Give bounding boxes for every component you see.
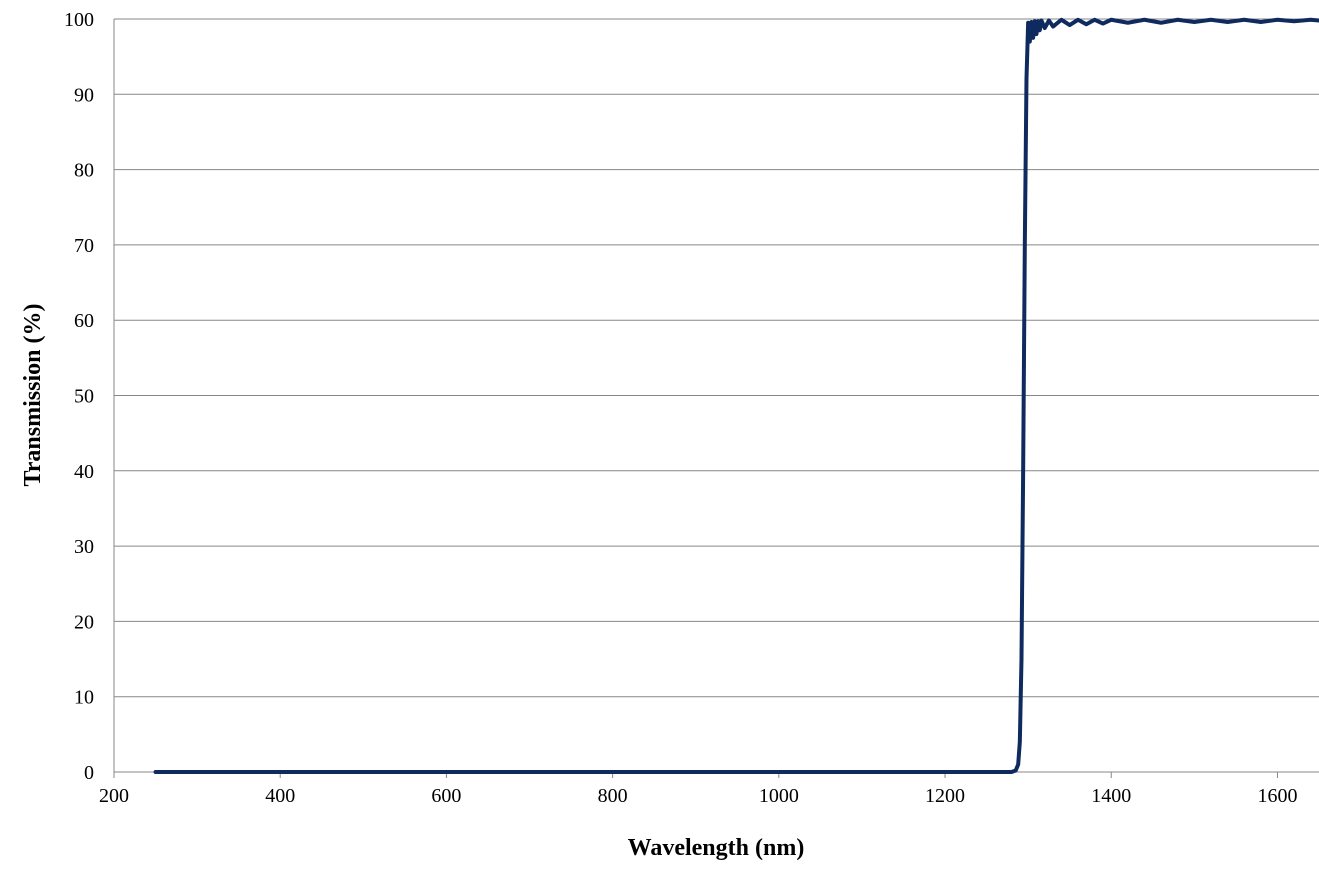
x-tick-label: 1400 [1091,785,1131,807]
y-tick-label: 10 [74,687,94,709]
y-tick-label: 0 [84,762,94,784]
series-line-0 [153,17,1319,774]
y-tick-label: 60 [74,310,94,332]
y-tick-label: 30 [74,536,94,558]
series-layer [153,17,1319,774]
x-tick-label: 1000 [759,785,799,807]
tick-labels: 0 10 20 30 40 50 60 70 80 90 100 200 400 600 800 1000 12… [64,9,1297,807]
grid-lines [114,18,1319,773]
x-tick-label: 1200 [925,785,965,807]
y-tick-label: 80 [74,160,94,182]
y-axis-title: Transmission (%) [20,304,46,487]
y-tick-label: 50 [74,386,94,408]
x-tick-label: 800 [598,785,628,807]
axes [113,19,1319,778]
x-axis-title: Wavelength (nm) [628,835,805,861]
y-tick-label: 70 [74,235,94,257]
x-tick-label: 400 [265,785,295,807]
y-tick-label: 20 [74,611,94,633]
x-tick-label: 1600 [1257,785,1297,807]
y-tick-label: 40 [74,461,94,483]
y-tick-label: 90 [74,84,94,106]
x-tick-label: 200 [99,785,129,807]
x-tick-label: 600 [431,785,461,807]
y-tick-label: 100 [64,9,94,31]
